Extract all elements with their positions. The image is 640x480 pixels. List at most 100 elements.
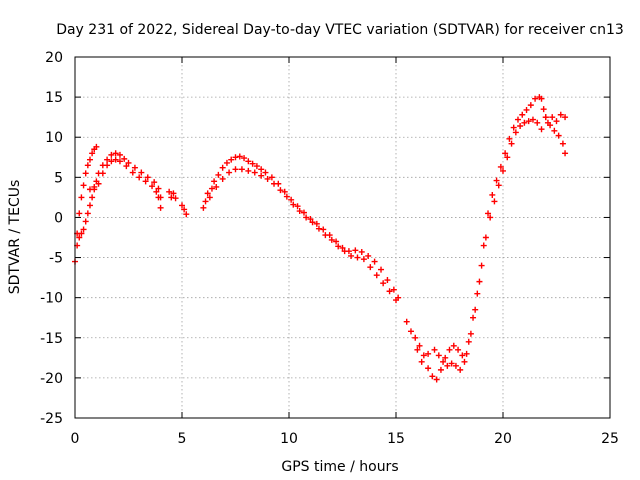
data-point — [380, 280, 387, 287]
x-tick-label: 0 — [71, 431, 80, 447]
data-point — [251, 169, 258, 176]
data-point — [437, 366, 444, 373]
data-point — [497, 163, 504, 170]
data-point — [527, 102, 534, 109]
data-point — [403, 318, 410, 325]
data-point — [467, 330, 474, 337]
data-point — [390, 286, 397, 293]
data-point — [249, 160, 256, 167]
data-point — [290, 201, 297, 208]
data-point — [76, 234, 83, 241]
data-point — [262, 169, 269, 176]
data-point — [459, 352, 466, 359]
data-point — [457, 366, 464, 373]
data-point — [407, 328, 414, 335]
data-point — [138, 169, 145, 176]
data-point — [322, 232, 329, 239]
y-tick-label: 5 — [54, 170, 63, 186]
data-point — [352, 247, 359, 254]
data-point — [418, 358, 425, 365]
data-point — [223, 159, 230, 166]
data-point — [504, 154, 511, 161]
chart-title: Day 231 of 2022, Sidereal Day-to-day VTE… — [56, 22, 624, 38]
data-point — [183, 211, 190, 218]
data-point — [452, 362, 459, 369]
data-point — [339, 244, 346, 251]
data-point — [500, 167, 506, 174]
y-tick-label: -10 — [40, 291, 63, 307]
data-point — [474, 290, 481, 297]
data-point — [283, 193, 290, 200]
data-point — [487, 214, 494, 221]
data-point — [555, 132, 562, 139]
data-point — [84, 210, 91, 217]
data-point — [89, 150, 96, 157]
data-point — [446, 346, 453, 353]
data-point — [149, 183, 156, 190]
data-point — [131, 164, 138, 171]
plot-frame — [74, 56, 611, 419]
data-point — [104, 162, 111, 169]
data-point — [538, 126, 545, 133]
y-tick-label: 20 — [45, 50, 63, 66]
data-point — [204, 190, 211, 197]
data-point — [514, 116, 521, 123]
data-point — [219, 175, 226, 182]
data-point — [465, 338, 472, 345]
data-point — [373, 272, 380, 279]
data-point — [123, 163, 130, 170]
data-point — [300, 209, 307, 216]
data-point — [493, 177, 500, 184]
data-point — [179, 202, 185, 209]
data-point — [82, 170, 89, 177]
data-point — [544, 119, 551, 126]
data-point — [238, 166, 245, 173]
data-point — [562, 150, 569, 157]
data-point — [508, 140, 515, 147]
data-points — [72, 94, 569, 383]
data-point — [444, 362, 451, 369]
data-point — [155, 185, 162, 192]
data-point — [142, 178, 149, 185]
x-tick-label: 15 — [387, 431, 405, 447]
data-point — [549, 114, 556, 121]
data-point — [425, 365, 432, 372]
y-axis-label: SDTVAR / TECUs — [7, 180, 23, 295]
data-point — [181, 206, 188, 213]
x-tick-label: 5 — [178, 431, 187, 447]
data-point — [258, 172, 265, 179]
y-tick-label: -25 — [40, 411, 63, 427]
data-point — [213, 183, 220, 190]
data-point — [433, 376, 440, 383]
data-point — [245, 167, 252, 174]
data-point — [320, 226, 327, 233]
data-point — [393, 297, 399, 304]
data-point — [84, 162, 91, 169]
data-point — [288, 196, 295, 203]
data-point — [281, 188, 288, 195]
data-point — [258, 166, 265, 173]
x-tick-label: 25 — [601, 431, 619, 447]
data-point — [215, 171, 222, 178]
data-point — [412, 334, 419, 341]
data-point — [151, 179, 158, 186]
data-point — [557, 111, 564, 118]
data-point — [264, 175, 271, 182]
data-point — [208, 185, 215, 192]
data-point — [232, 166, 239, 173]
data-point — [313, 220, 320, 227]
data-point — [153, 188, 160, 195]
data-point — [315, 225, 322, 232]
data-point — [470, 314, 477, 321]
data-point — [371, 258, 378, 265]
data-point — [86, 186, 93, 193]
y-tick-label: 10 — [45, 130, 63, 146]
data-point — [478, 262, 485, 269]
data-point — [268, 174, 275, 181]
data-point — [461, 358, 468, 365]
data-point — [365, 252, 372, 259]
data-point — [429, 373, 436, 380]
data-point — [228, 156, 235, 163]
data-point — [121, 155, 128, 162]
